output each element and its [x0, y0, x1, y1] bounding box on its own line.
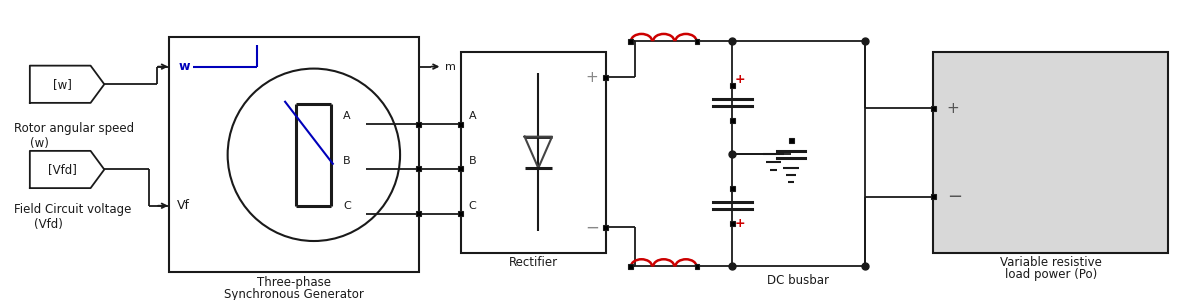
Text: B: B	[343, 156, 350, 166]
Bar	[730, 221, 734, 226]
Bar	[695, 264, 700, 269]
Text: +: +	[946, 101, 960, 116]
Bar	[931, 194, 936, 199]
Bar	[417, 167, 421, 171]
Bar	[459, 122, 464, 127]
Text: (w): (w)	[30, 137, 48, 150]
Text: B: B	[468, 156, 477, 166]
Text: [Vfd]: [Vfd]	[48, 163, 77, 176]
Text: C: C	[343, 201, 352, 211]
Bar	[417, 122, 421, 127]
Bar	[628, 39, 633, 44]
Text: (Vfd): (Vfd)	[34, 218, 63, 230]
Text: Synchronous Generator: Synchronous Generator	[224, 288, 364, 300]
Text: Rotor angular speed: Rotor angular speed	[14, 122, 135, 136]
Bar	[169, 37, 419, 272]
Text: m: m	[445, 61, 456, 72]
Text: Three-phase: Three-phase	[256, 276, 331, 289]
Text: Vf: Vf	[177, 199, 190, 212]
Bar	[730, 83, 734, 88]
Bar	[459, 167, 464, 171]
Text: +: +	[734, 217, 745, 230]
Bar	[730, 118, 734, 123]
Bar	[931, 106, 936, 111]
Bar	[417, 211, 421, 216]
Bar	[603, 75, 608, 80]
Text: load power (Po): load power (Po)	[1004, 268, 1097, 281]
Text: A: A	[343, 111, 350, 121]
Bar	[459, 211, 464, 216]
Text: Rectifier: Rectifier	[509, 256, 557, 269]
Bar	[628, 264, 633, 269]
Bar	[789, 138, 793, 143]
Text: A: A	[468, 111, 477, 121]
Text: DC busbar: DC busbar	[767, 274, 830, 287]
Text: C: C	[468, 201, 477, 211]
Text: Field Circuit voltage: Field Circuit voltage	[14, 203, 131, 216]
Bar	[730, 186, 734, 190]
Text: −: −	[585, 218, 600, 236]
Bar	[461, 52, 606, 253]
Text: +: +	[586, 70, 598, 85]
Bar	[933, 52, 1168, 253]
Text: Variable resistive: Variable resistive	[999, 256, 1102, 269]
Bar	[695, 39, 700, 44]
Bar	[603, 225, 608, 230]
Text: +: +	[734, 73, 745, 86]
Text: [w]: [w]	[53, 78, 71, 91]
Text: w: w	[178, 60, 190, 73]
Text: −: −	[946, 188, 962, 206]
